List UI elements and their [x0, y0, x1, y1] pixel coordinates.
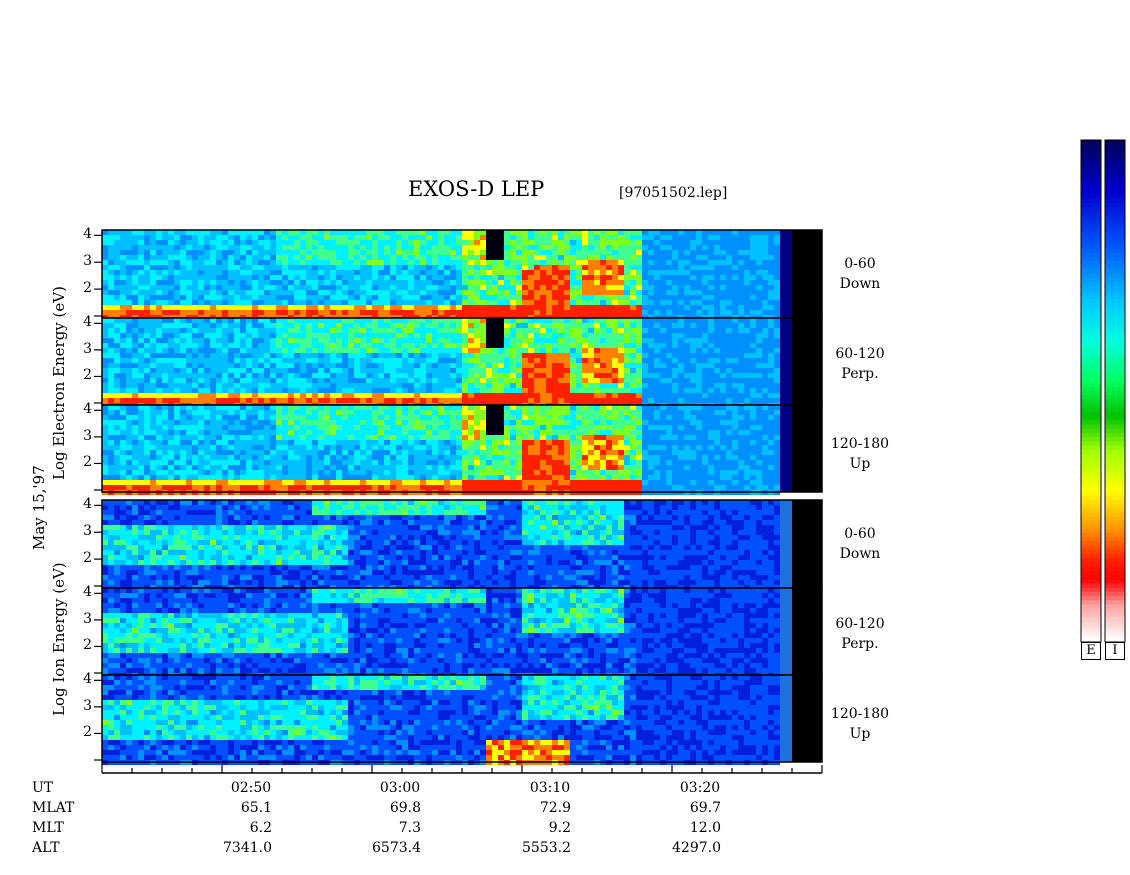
- x-tick-label: 03:00: [379, 780, 421, 796]
- channel-dir: Down: [839, 546, 881, 562]
- channel-angle: 0-60: [844, 256, 876, 272]
- y-tick-label: 3: [83, 523, 92, 540]
- mlt-value: 12.0: [689, 820, 721, 836]
- channel-angle: 0-60: [844, 526, 876, 542]
- colorbar-ion: [1104, 139, 1126, 643]
- y-tick-label: 3: [83, 253, 92, 270]
- x-tick-label: 03:20: [679, 780, 721, 796]
- y-tick-label: 2: [83, 637, 92, 654]
- ion-axis-label: Log Ion Energy (eV): [50, 562, 68, 716]
- panel-electron-perp: [94, 317, 823, 408]
- y-tick-label: 4: [83, 584, 92, 601]
- x-tick-label: 02:50: [230, 780, 272, 796]
- panel-ion-down: [94, 499, 823, 590]
- mlt-value: 9.2: [548, 820, 571, 836]
- channel-dir: Up: [849, 456, 871, 472]
- row-label-mlat: MLAT: [32, 800, 75, 816]
- channel-dir: Down: [839, 276, 881, 292]
- y-tick-label: 2: [83, 280, 92, 297]
- channel-dir: Up: [849, 726, 871, 742]
- electron-axis-label: Log Electron Energy (eV): [50, 286, 68, 480]
- colorbar-electron: [1080, 139, 1102, 643]
- alt-value: 6573.4: [372, 840, 421, 856]
- y-tick-label: 2: [83, 454, 92, 471]
- panel-ion-up: [94, 674, 823, 765]
- channel-angle: 120-180: [830, 706, 890, 722]
- y-tick-label: 3: [83, 610, 92, 627]
- mlat-value: 69.7: [689, 800, 721, 816]
- channel-label-e-perp: 60-120 Perp.: [820, 344, 900, 384]
- y-tick-label: 4: [83, 314, 92, 331]
- y-tick-label: 3: [83, 427, 92, 444]
- mlat-value: 72.9: [539, 800, 571, 816]
- alt-value: 5553.2: [522, 840, 571, 856]
- panel-electron-down: [94, 229, 823, 320]
- channel-angle: 120-180: [830, 436, 890, 452]
- y-tick-label: 2: [83, 724, 92, 741]
- channel-label-i-down: 0-60 Down: [820, 524, 900, 564]
- alt-value: 7341.0: [223, 840, 272, 856]
- y-tick-label: 3: [83, 697, 92, 714]
- row-label-alt: ALT: [32, 840, 60, 856]
- x-tick-label: 03:10: [529, 780, 571, 796]
- channel-angle: 60-120: [835, 346, 885, 362]
- channel-angle: 60-120: [835, 616, 885, 632]
- channel-label-e-down: 0-60 Down: [820, 254, 900, 294]
- row-label-mlt: MLT: [32, 820, 64, 836]
- channel-label-e-up: 120-180 Up: [820, 434, 900, 474]
- time-axis: [101, 762, 823, 774]
- panel-electron-up: [94, 404, 823, 495]
- mlt-value: 7.3: [398, 820, 421, 836]
- y-tick-label: 4: [83, 401, 92, 418]
- colorbar-label-e: E: [1081, 642, 1101, 660]
- y-tick-label: 3: [83, 340, 92, 357]
- y-tick-label: 4: [83, 496, 92, 513]
- channel-dir: Perp.: [841, 636, 879, 652]
- file-name: [97051502.lep]: [619, 185, 728, 201]
- y-tick-label: 4: [83, 671, 92, 688]
- alt-value: 4297.0: [672, 840, 721, 856]
- mlat-value: 69.8: [389, 800, 421, 816]
- mlat-value: 65.1: [240, 800, 272, 816]
- channel-label-i-perp: 60-120 Perp.: [820, 614, 900, 654]
- panel-ion-perp: [94, 587, 823, 678]
- colorbar-label-i: I: [1105, 642, 1125, 660]
- mlt-value: 6.2: [249, 820, 272, 836]
- chart-title: EXOS-D LEP: [408, 177, 545, 201]
- channel-dir: Perp.: [841, 366, 879, 382]
- y-tick-label: 4: [83, 226, 92, 243]
- date-label: May 15,'97: [30, 465, 48, 550]
- row-label-ut: UT: [32, 780, 54, 796]
- y-tick-label: 2: [83, 367, 92, 384]
- y-tick-label: 2: [83, 550, 92, 567]
- channel-label-i-up: 120-180 Up: [820, 704, 900, 744]
